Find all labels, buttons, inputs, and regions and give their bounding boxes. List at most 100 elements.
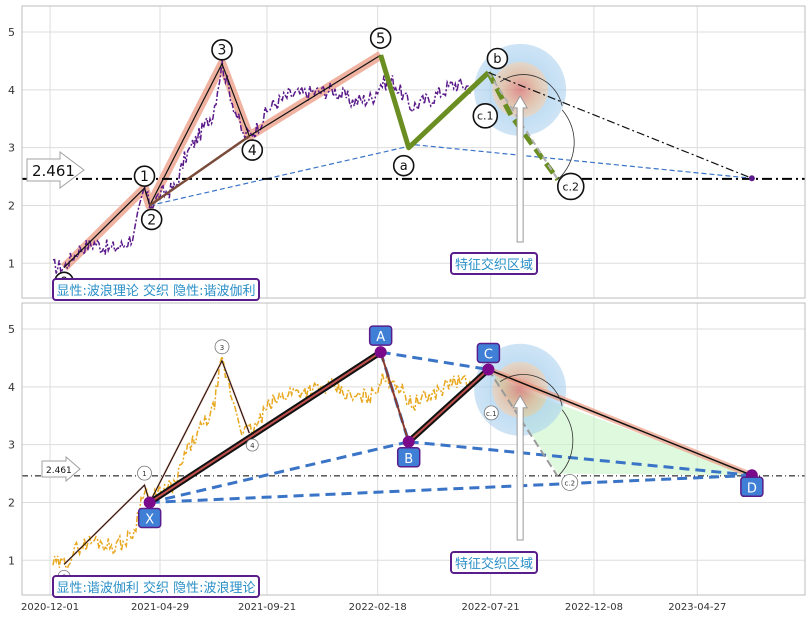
projection-line-to-end: [488, 71, 753, 179]
wave-point-label: 4: [248, 143, 257, 159]
wave-point-label-small: 1: [142, 470, 146, 478]
wave-point-marker-small: [561, 474, 579, 491]
x-tick-label: 2022-02-18: [349, 602, 407, 613]
wave-point-label: 2: [147, 212, 156, 228]
harmonic-point-label: C: [484, 347, 493, 362]
harmonic-dashed-line: [149, 473, 752, 504]
pattern-fill: [488, 369, 752, 476]
x-tick-label: 2022-12-08: [565, 602, 623, 613]
bottom-caption-text: 显性:谐波伽利 交织 隐性:波浪理论: [56, 580, 255, 596]
harmonic-point-label: X: [145, 512, 154, 527]
wave-point-marker-small: [214, 339, 230, 355]
price-series-line: [52, 59, 473, 276]
harmonic-point-marker: [482, 363, 495, 376]
harmonic-point-label-box: [740, 476, 764, 498]
wave-point-marker-small: [483, 405, 499, 421]
bottom-annotation-text: 特征交织区域: [455, 556, 533, 572]
zone-arc: [557, 109, 575, 180]
bottom-annotation: 特征交织区域: [450, 551, 538, 574]
harmonic-point-marker: [374, 346, 387, 359]
harmonic-dashed-line: [149, 440, 410, 504]
y-tick-label: 5: [8, 26, 15, 39]
harmonic-point-marker: [402, 435, 415, 448]
corrective-wave-line: [378, 54, 491, 151]
top-caption: 显性:波浪理论 交织 隐性:谐波伽利: [52, 278, 260, 301]
top-level-label-box: 2.461: [26, 151, 85, 189]
wave-point-label: c.1: [477, 110, 494, 123]
wave-point-marker-small: [137, 465, 152, 481]
y-tick-label: 2: [8, 199, 15, 212]
bottom-frame: [21, 302, 806, 596]
y-tick-label: 2: [8, 496, 15, 509]
wave-point-label: c.2: [563, 180, 580, 193]
harmonic-point-label-box: [137, 507, 162, 529]
harmonic-point-label-box: [476, 342, 501, 364]
harmonic-point-label-box: [368, 325, 393, 346]
top-caption-text: 显性:波浪理论 交织 隐性:谐波伽利: [56, 283, 255, 299]
wave-point-marker: [392, 154, 415, 177]
harmonic-leg-inner: [149, 351, 382, 504]
wave-point-marker: [486, 47, 509, 70]
harmonic-point-label-box: [396, 447, 421, 468]
wave-point-marker: [133, 165, 156, 187]
top-chart-layer: 012345abc.1c.2: [22, 27, 805, 292]
price-series-line: [52, 353, 472, 570]
wave-point-label: 1: [140, 169, 149, 185]
zone-arc: [499, 374, 563, 406]
harmonic-point-label: B: [404, 452, 413, 467]
wave-point-marker-small: [245, 438, 259, 452]
harmonic-point-label: A: [376, 330, 385, 345]
y-tick-label: 4: [8, 381, 15, 394]
top-frame: [21, 5, 806, 299]
harmonic-dashed-line: [380, 350, 489, 371]
wave-2-4-line: [148, 135, 251, 207]
harmonic-dashed-line: [408, 440, 753, 477]
harmonic-point-marker: [143, 496, 156, 509]
impulse-wave-line: [63, 54, 382, 268]
top-chart-panel: 012345abc.1c.2 1 2 3 4 5 2.461 特征交织区域 显性…: [8, 5, 806, 301]
zone-arc: [557, 409, 574, 477]
wave-point-marker: [241, 139, 264, 161]
wave-point-marker: [140, 208, 163, 231]
wave-point-marker: [369, 27, 392, 49]
x-tick-label: 2020-12-01: [21, 602, 79, 613]
harmonic-leg-inner: [408, 368, 490, 443]
wave-point-marker: [556, 172, 585, 201]
wave-point-label-small: 4: [250, 442, 255, 450]
y-tick-label: 4: [8, 84, 15, 97]
x-tick-labels: 2020-12-01 2021-04-29 2021-09-21 2022-02…: [21, 602, 726, 613]
zone-arc: [499, 74, 563, 106]
harmonic-leg-ab: [379, 351, 410, 443]
wave-point-label: b: [493, 52, 501, 67]
bottom-level-label-box: 2.461: [41, 455, 81, 483]
wave-point-label-small: 3: [220, 344, 224, 352]
harmonic-point-label: D: [747, 481, 757, 496]
top-level-value-label: 2.461: [32, 162, 75, 180]
harmonic-leg-cd: [488, 368, 753, 477]
x-tick-label: 2023-04-27: [668, 602, 726, 613]
bottom-caption: 显性:谐波伽利 交织 隐性:波浪理论: [52, 575, 260, 598]
bottom-level-value-label: 2.461: [46, 466, 72, 476]
top-annotation: 特征交织区域: [450, 252, 538, 275]
y-tick-label: 1: [8, 554, 15, 567]
x-tick-label: 2022-07-21: [462, 602, 520, 613]
wave-point-label: a: [400, 159, 408, 174]
y-tick-label: 3: [8, 439, 15, 452]
wave-outline-highlight: [63, 358, 251, 566]
corrective-wave-c-line: [486, 71, 560, 181]
top-annotation-text: 特征交织区域: [455, 257, 533, 273]
wave-point-label-small: c.2: [565, 479, 576, 487]
y-tick-label: 5: [8, 323, 15, 336]
top-y-tick-labels: 1 2 3 4 5: [8, 26, 15, 270]
wave-point-marker: [472, 103, 499, 129]
bottom-y-tick-labels: 1 2 3 4 5: [8, 323, 15, 567]
zone-arrow: [512, 394, 529, 541]
zone-arrow: [512, 94, 529, 243]
x-tick-label: 2021-04-29: [131, 602, 189, 613]
wave-point-marker: [211, 39, 233, 61]
wave-point-label: 3: [218, 43, 227, 59]
wave-line-thin: [63, 359, 250, 565]
